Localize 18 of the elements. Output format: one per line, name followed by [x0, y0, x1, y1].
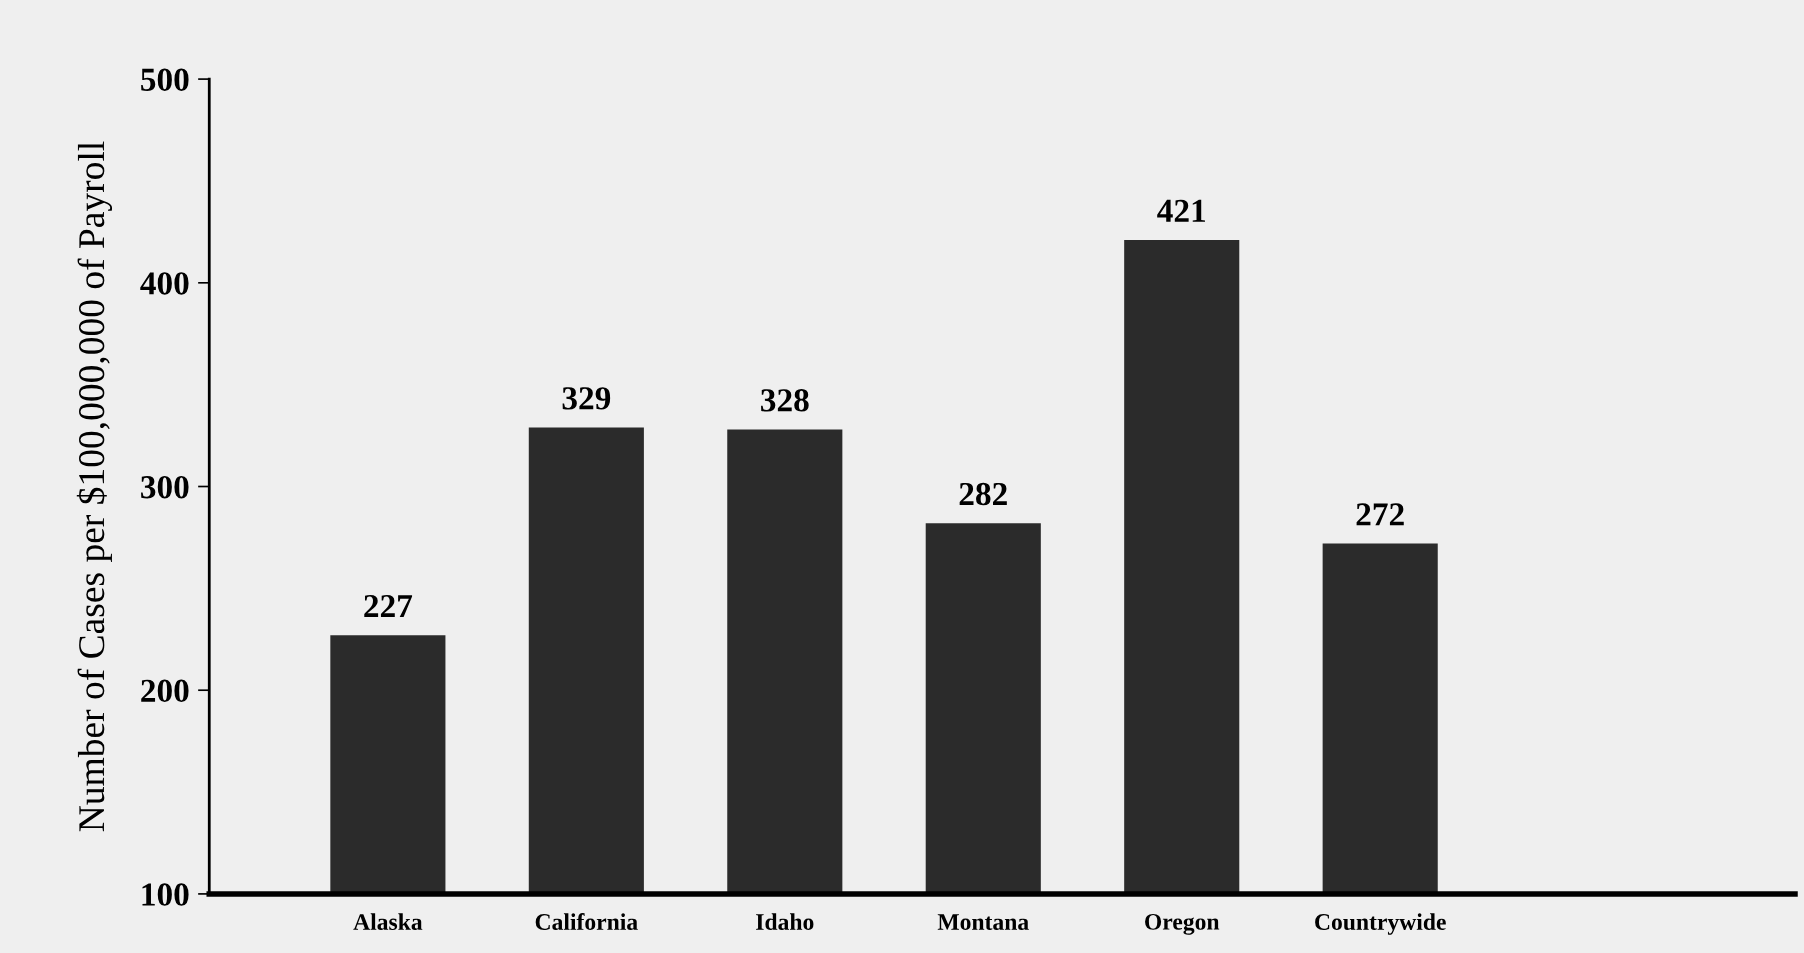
data-label: 282 [959, 482, 1007, 506]
x-tick-label: Alaska [353, 913, 423, 930]
data-label: 421 [1157, 199, 1206, 222]
x-tick-label: Idaho [756, 913, 814, 930]
y-tick-label: 400 [140, 272, 189, 295]
y-tick-label: 200 [141, 679, 189, 703]
data-label: 329 [562, 387, 611, 410]
data-label: 328 [761, 389, 809, 412]
x-tick-label: Montana [937, 914, 1029, 930]
x-tick-label: California [535, 913, 638, 930]
data-label: 272 [1356, 503, 1404, 526]
y-tick-label: 100 [142, 883, 189, 906]
x-tick-label: Oregon [1145, 913, 1220, 935]
data-label: 227 [364, 594, 413, 617]
y-tick-label: 300 [141, 475, 189, 499]
x-tick-label: Countrywide [1315, 913, 1446, 935]
y-tick-label: 500 [141, 68, 189, 91]
y-axis-title: Number of Cases per $100,000,000 of Payroll [76, 141, 113, 832]
